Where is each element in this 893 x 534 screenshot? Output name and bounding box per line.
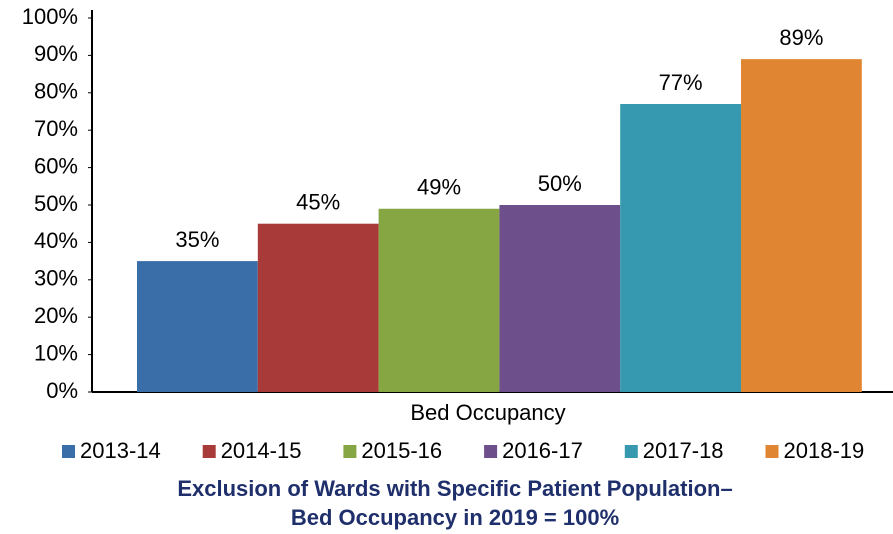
bar <box>257 223 379 392</box>
bar <box>137 261 258 392</box>
y-tick-label: 70% <box>34 116 78 141</box>
bar <box>620 104 741 393</box>
y-tick-label: 100% <box>22 4 78 29</box>
legend-swatch <box>624 445 638 458</box>
data-label: 77% <box>659 70 703 95</box>
legend-swatch <box>765 445 779 458</box>
data-label: 49% <box>417 175 461 200</box>
legend-label: 2015-16 <box>361 438 442 463</box>
legend-label: 2016-17 <box>502 438 583 463</box>
legend-swatch <box>343 445 357 458</box>
legend-swatch <box>62 445 75 458</box>
data-label: 50% <box>538 171 582 196</box>
data-label: 89% <box>779 25 823 50</box>
y-tick-label: 90% <box>34 41 78 66</box>
chart-title: Exclusion of Wards with Specific Patient… <box>177 476 732 501</box>
legend-label: 2013-14 <box>80 438 161 463</box>
legend-label: 2018-19 <box>784 438 865 463</box>
y-tick-label: 10% <box>34 340 78 365</box>
bar <box>499 205 621 392</box>
chart-title: Bed Occupancy in 2019 = 100% <box>291 505 619 530</box>
data-label: 35% <box>175 227 219 252</box>
y-tick-label: 80% <box>34 79 78 104</box>
data-label: 45% <box>296 190 340 215</box>
legend-swatch <box>484 445 498 458</box>
bar <box>378 208 500 392</box>
x-tick-label: Bed Occupancy <box>410 400 565 425</box>
y-tick-label: 20% <box>34 303 78 328</box>
y-tick-label: 0% <box>46 378 78 403</box>
y-tick-label: 50% <box>34 191 78 216</box>
legend-label: 2017-18 <box>643 438 724 463</box>
legend-swatch <box>202 445 216 458</box>
y-tick-label: 60% <box>34 153 78 178</box>
y-tick-label: 40% <box>34 228 78 253</box>
legend-label: 2014-15 <box>221 438 302 463</box>
y-tick-label: 30% <box>34 266 78 291</box>
bar <box>741 59 862 392</box>
